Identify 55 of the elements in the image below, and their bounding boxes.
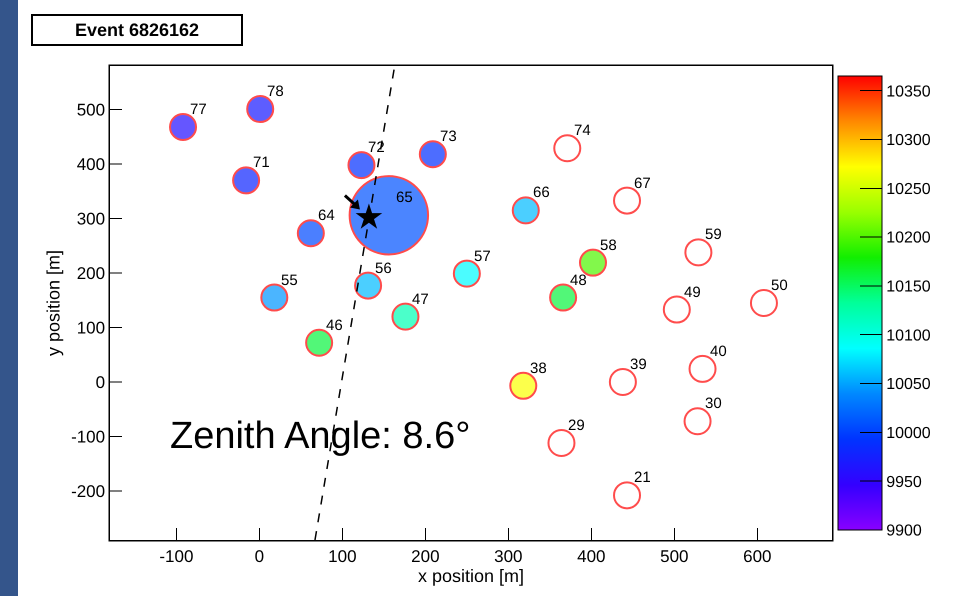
x-tick-label: 200 bbox=[411, 546, 440, 566]
annotation: 50 bbox=[771, 277, 788, 294]
annotation: 74 bbox=[574, 122, 591, 139]
x-tick-label: 0 bbox=[254, 546, 264, 566]
y-tick-label: 200 bbox=[76, 264, 106, 283]
annotation: 40 bbox=[710, 343, 727, 360]
annotation: 67 bbox=[634, 175, 651, 192]
color-bar-label: 10200 bbox=[886, 230, 931, 247]
color-bar-label: 9900 bbox=[886, 522, 922, 540]
y-tick-label: 500 bbox=[76, 100, 106, 120]
y-tick-label: -200 bbox=[71, 482, 106, 501]
color-bar-label: 10250 bbox=[886, 180, 931, 198]
annotation: 38 bbox=[530, 360, 547, 377]
x-tick-label: 100 bbox=[328, 546, 357, 566]
annotation: 56 bbox=[375, 260, 392, 277]
color-bar-label: 10150 bbox=[886, 278, 931, 296]
annotation: 64 bbox=[318, 207, 335, 224]
annotation: 59 bbox=[705, 226, 722, 243]
x-axis-title: x position [m] bbox=[418, 566, 524, 586]
chart-title: Event 6826162 bbox=[74, 20, 200, 40]
annotation: 78 bbox=[267, 83, 284, 100]
annotation: 77 bbox=[190, 101, 207, 118]
y-axis-title: y position [m] bbox=[44, 250, 64, 356]
annotation: 49 bbox=[684, 284, 701, 301]
annotation: 46 bbox=[326, 317, 343, 334]
color-bar-label: 10100 bbox=[886, 327, 931, 344]
color-bar-label: 10000 bbox=[886, 424, 931, 442]
x-tick-label: -100 bbox=[159, 546, 194, 566]
annotation: 21 bbox=[634, 469, 651, 486]
color-bar-label: 10300 bbox=[886, 132, 931, 150]
annotation: 48 bbox=[570, 272, 587, 289]
annotation: 30 bbox=[705, 395, 722, 412]
annotation: 71 bbox=[253, 154, 270, 171]
annotation: 58 bbox=[600, 237, 617, 254]
y-tick-label: 400 bbox=[76, 155, 106, 174]
annotation: 66 bbox=[533, 184, 550, 201]
annotation: 39 bbox=[630, 356, 647, 373]
annotation: 57 bbox=[474, 248, 491, 265]
annotation: 65 bbox=[396, 189, 413, 206]
color-bar-label: 9950 bbox=[886, 474, 922, 491]
y-tick-label: -100 bbox=[71, 427, 106, 446]
y-tick-label: 100 bbox=[76, 318, 106, 338]
y-tick-label: 300 bbox=[76, 210, 106, 228]
x-tick-label: 600 bbox=[743, 546, 772, 566]
annotation: 29 bbox=[568, 417, 585, 434]
x-tick-label: 400 bbox=[577, 546, 606, 566]
color-bar-label: 10350 bbox=[886, 83, 931, 100]
annotation: 73 bbox=[440, 128, 457, 145]
annotation: Zenith Angle: 8.6° bbox=[170, 415, 470, 457]
annotation: 55 bbox=[281, 272, 298, 289]
color-bar-label: 10050 bbox=[886, 376, 931, 394]
annotation: 47 bbox=[412, 291, 429, 308]
x-tick-label: 500 bbox=[660, 546, 689, 566]
x-tick-label: 300 bbox=[494, 546, 523, 566]
y-tick-label: 0 bbox=[96, 372, 106, 392]
